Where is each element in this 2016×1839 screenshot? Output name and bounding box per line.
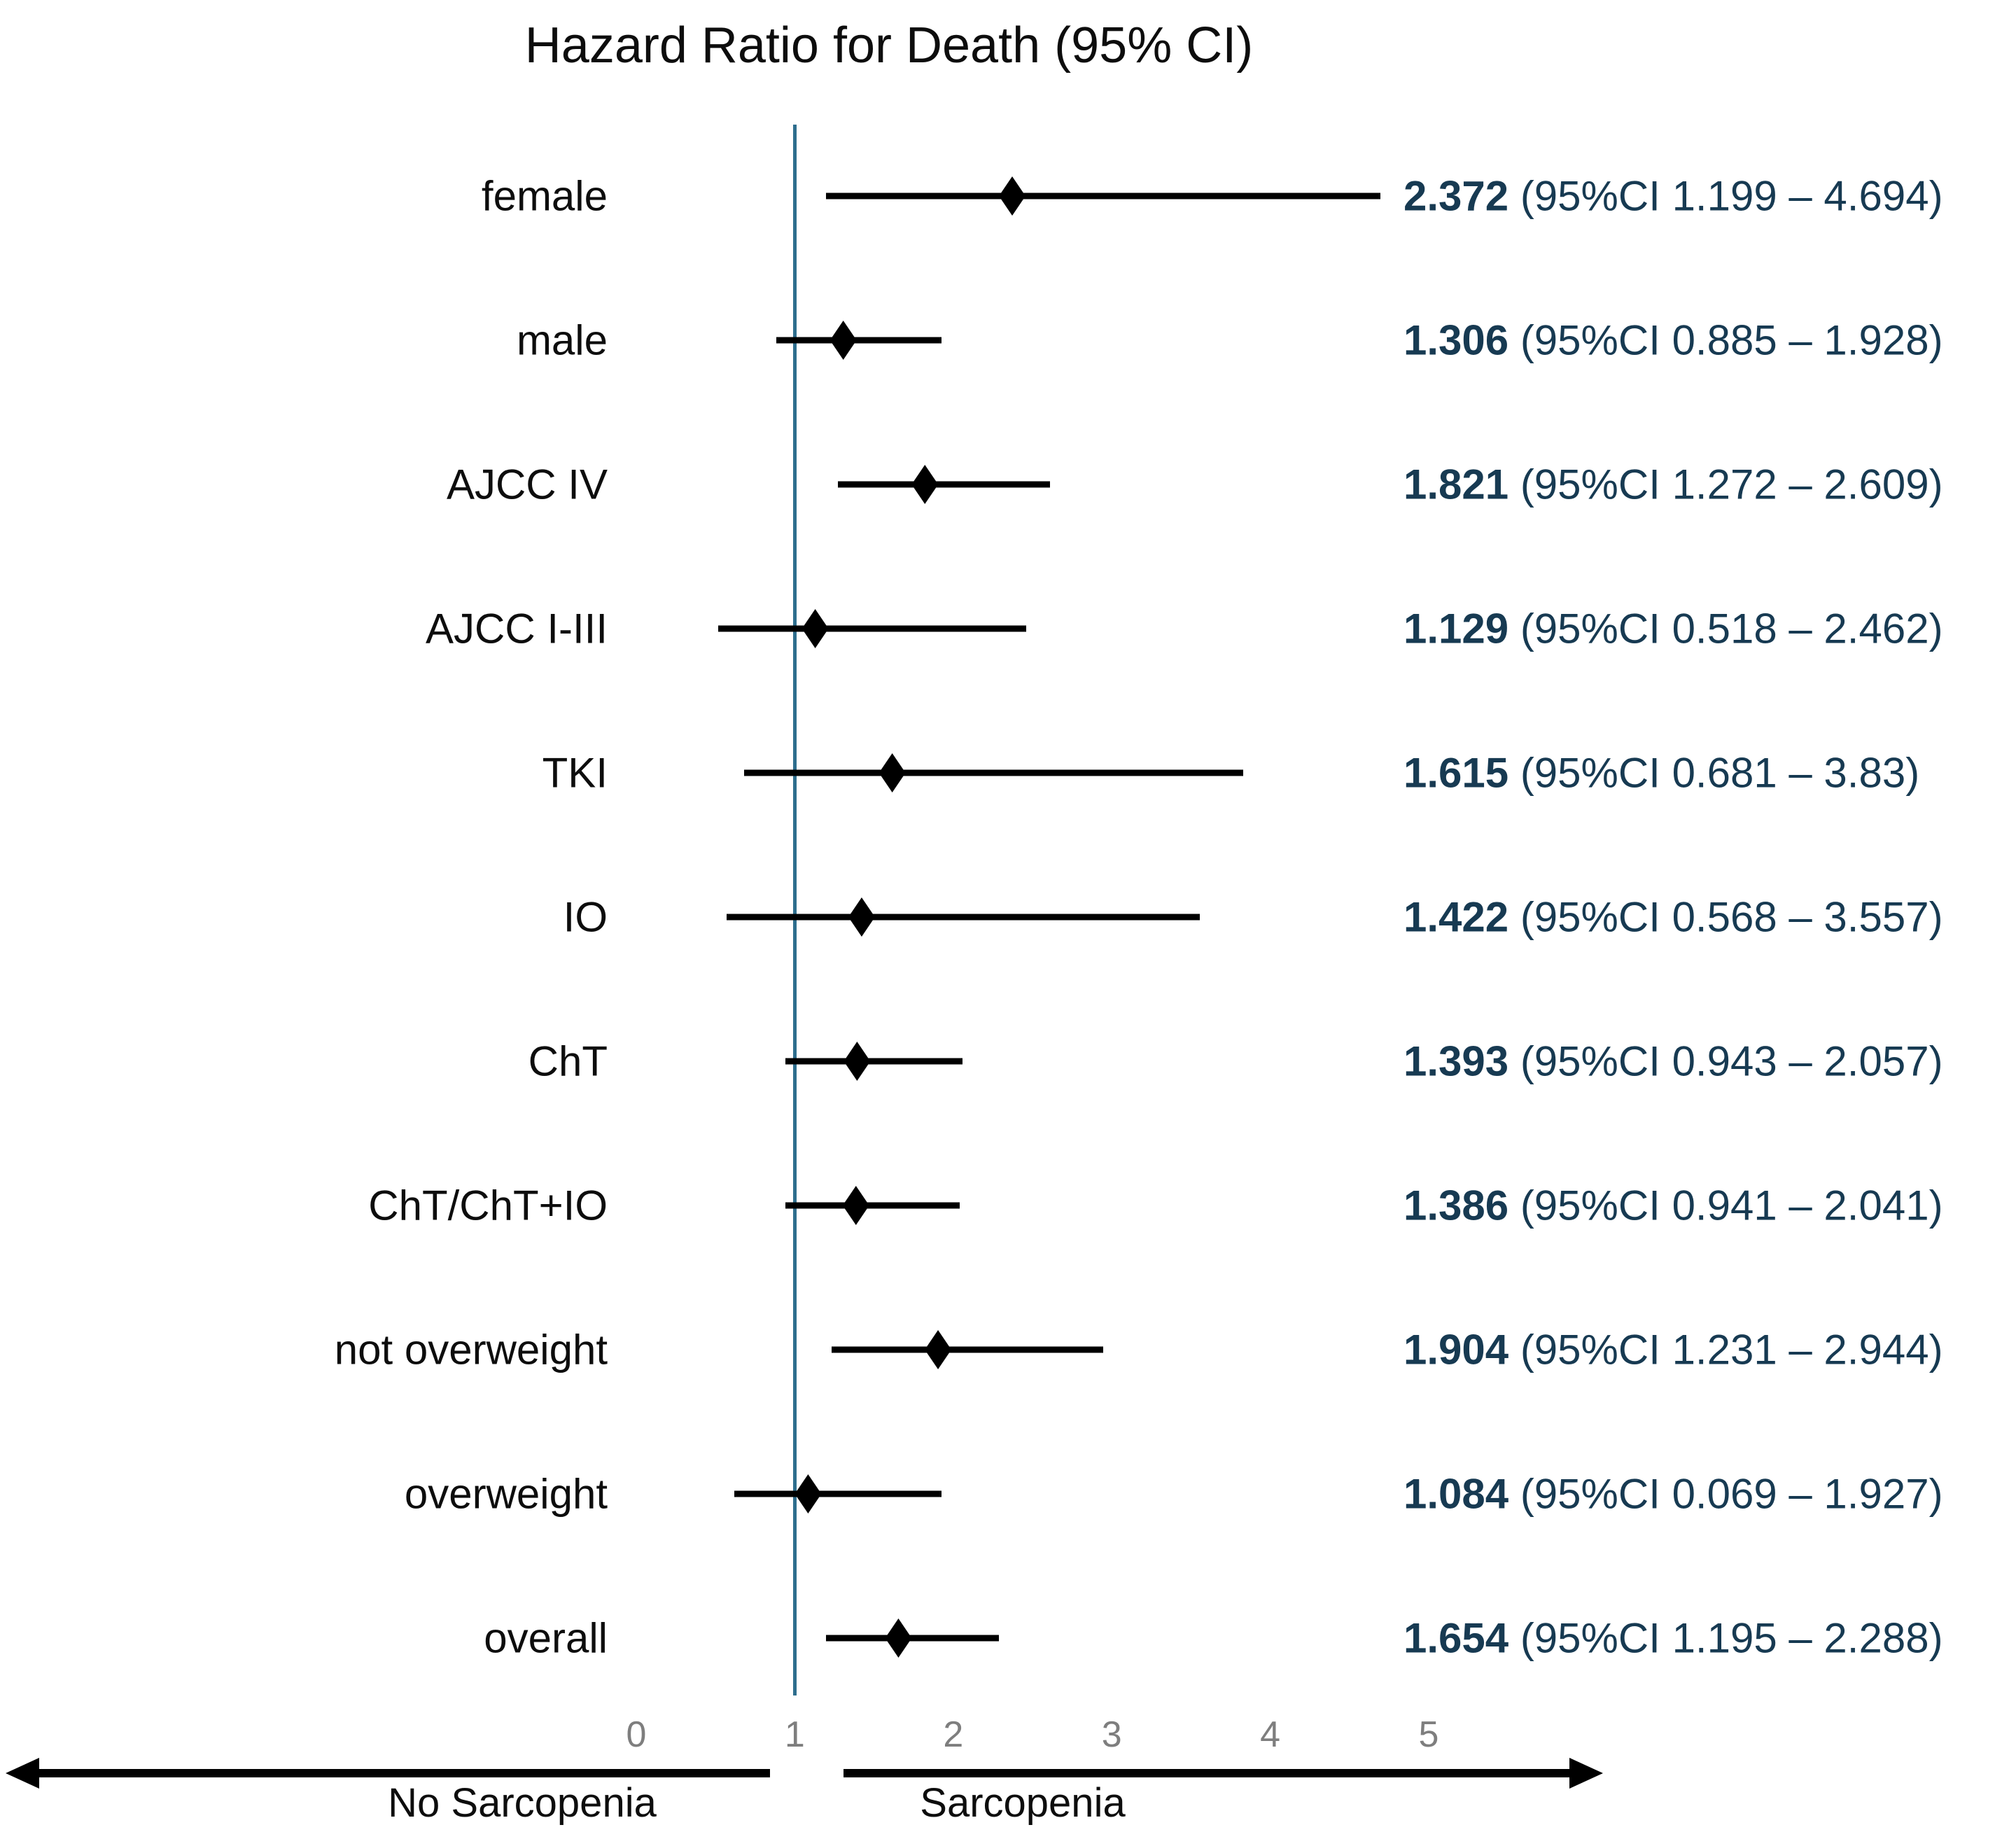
hr-point-diamond-icon [842, 1186, 869, 1225]
hr-value: 1.615 [1404, 749, 1509, 797]
hr-point-diamond-icon [844, 1042, 871, 1081]
row-value-text: 1.129 (95%CI 0.518 – 2.462) [1404, 605, 1943, 653]
row-value-text: 1.654 (95%CI 1.195 – 2.288) [1404, 1614, 1943, 1663]
row-label-tki: TKI [542, 749, 608, 797]
axis-label-no-sarcopenia: No Sarcopenia [388, 1780, 657, 1826]
x-tick-0: 0 [626, 1714, 647, 1755]
ci-value: (95%CI 1.199 – 4.694) [1508, 172, 1943, 220]
hr-value: 1.904 [1404, 1326, 1509, 1373]
row-label-male: male [516, 316, 608, 364]
hr-point-diamond-icon [885, 1618, 912, 1658]
hr-value: 1.393 [1404, 1037, 1509, 1085]
hr-point-diamond-icon [848, 897, 875, 937]
left-arrowhead-icon [6, 1758, 39, 1789]
hr-value: 2.372 [1404, 172, 1509, 220]
row-label-overall: overall [484, 1614, 608, 1662]
hr-point-diamond-icon [794, 1474, 822, 1513]
row-value-text: 1.306 (95%CI 0.885 – 1.928) [1404, 316, 1943, 365]
row-value-text: 2.372 (95%CI 1.199 – 4.694) [1404, 172, 1943, 221]
axis-label-sarcopenia: Sarcopenia [920, 1780, 1126, 1826]
row-value-text: 1.821 (95%CI 1.272 – 2.609) [1404, 461, 1943, 509]
chart-title: Hazard Ratio for Death (95% CI) [524, 18, 1254, 74]
hr-point-diamond-icon [802, 609, 829, 648]
ci-line [825, 1635, 999, 1642]
x-tick-4: 4 [1260, 1714, 1281, 1755]
hr-value: 1.422 [1404, 893, 1509, 941]
ci-line [726, 914, 1200, 921]
x-tick-1: 1 [784, 1714, 805, 1755]
hr-value: 1.654 [1404, 1614, 1509, 1662]
hr-value: 1.129 [1404, 605, 1509, 652]
ci-line [826, 193, 1380, 200]
row-label-cht: ChT [528, 1037, 608, 1085]
hr-point-diamond-icon [830, 321, 857, 360]
right-arrowhead-icon [1569, 1758, 1603, 1789]
hr-point-diamond-icon [878, 753, 906, 792]
ci-line [831, 1346, 1103, 1353]
ci-value: (95%CI 0.885 – 1.928) [1508, 316, 1943, 364]
ci-line [776, 337, 942, 344]
sarcopenia-arrow-shaft [844, 1769, 1571, 1777]
row-value-text: 1.386 (95%CI 0.941 – 2.041) [1404, 1182, 1943, 1230]
ci-value: (95%CI 0.941 – 2.041) [1508, 1182, 1943, 1229]
ci-line [785, 1058, 962, 1065]
row-value-text: 1.904 (95%CI 1.231 – 2.944) [1404, 1326, 1943, 1374]
ci-value: (95%CI 1.272 – 2.609) [1508, 461, 1943, 508]
ci-value: (95%CI 0.943 – 2.057) [1508, 1037, 1943, 1085]
ci-value: (95%CI 1.231 – 2.944) [1508, 1326, 1943, 1373]
hr-point-diamond-icon [911, 465, 939, 504]
row-value-text: 1.393 (95%CI 0.943 – 2.057) [1404, 1037, 1943, 1086]
hr-point-diamond-icon [999, 176, 1026, 216]
hr-value: 1.084 [1404, 1470, 1509, 1518]
ci-line [785, 1202, 960, 1209]
ci-value: (95%CI 0.568 – 3.557) [1508, 893, 1943, 941]
hr-value: 1.386 [1404, 1182, 1509, 1229]
row-label-overweight: overweight [404, 1470, 608, 1518]
hr-value: 1.306 [1404, 316, 1509, 364]
row-value-text: 1.615 (95%CI 0.681 – 3.83) [1404, 749, 1919, 797]
row-value-text: 1.422 (95%CI 0.568 – 3.557) [1404, 893, 1943, 942]
x-tick-5: 5 [1418, 1714, 1439, 1755]
row-label-io: IO [563, 893, 608, 941]
no-sarcopenia-arrow-shaft [36, 1769, 770, 1777]
reference-line-hr1 [792, 125, 797, 1695]
row-label-not-overweight: not overweight [334, 1326, 608, 1373]
ci-line [734, 1490, 942, 1497]
row-label-ajcc-iv: AJCC IV [446, 461, 608, 508]
hr-value: 1.821 [1404, 461, 1509, 508]
ci-value: (95%CI 0.518 – 2.462) [1508, 605, 1943, 652]
ci-line [718, 625, 1027, 632]
x-tick-2: 2 [943, 1714, 964, 1755]
ci-value: (95%CI 0.069 – 1.927) [1508, 1470, 1943, 1518]
x-tick-3: 3 [1101, 1714, 1122, 1755]
row-label-cht-cht-io: ChT/ChT+IO [368, 1182, 608, 1229]
ci-line [744, 769, 1244, 776]
ci-value: (95%CI 0.681 – 3.83) [1508, 749, 1920, 797]
ci-line [837, 481, 1050, 488]
ci-value: (95%CI 1.195 – 2.288) [1508, 1614, 1943, 1662]
hr-point-diamond-icon [925, 1330, 952, 1369]
row-value-text: 1.084 (95%CI 0.069 – 1.927) [1404, 1470, 1943, 1518]
row-label-female: female [481, 172, 608, 220]
row-label-ajcc-i-iii: AJCC I-III [425, 605, 608, 652]
